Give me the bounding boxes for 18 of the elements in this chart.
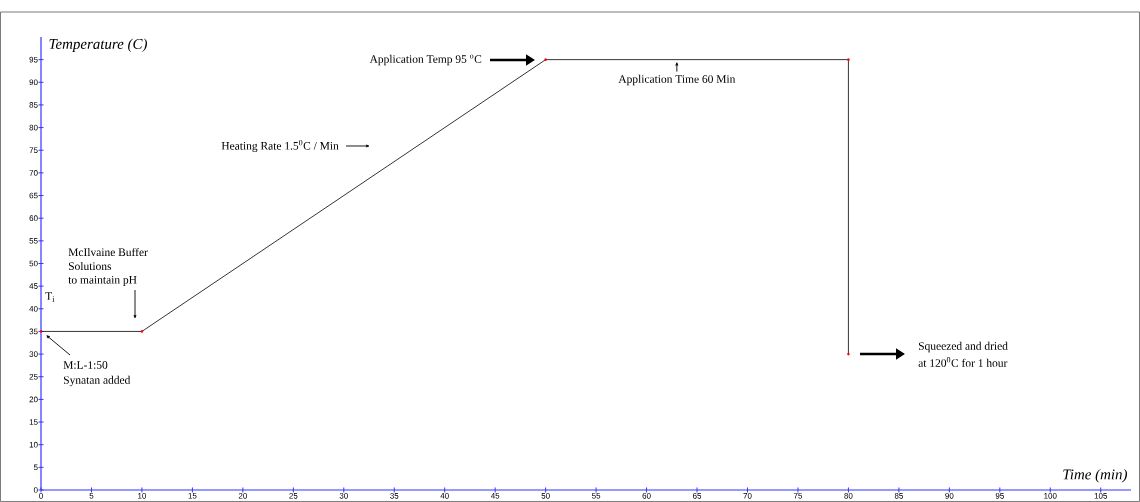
annotation: to maintain pH: [68, 275, 137, 286]
y-axis-title: Temperature (C): [49, 38, 147, 53]
x-axis-title: Time (min): [1063, 468, 1128, 483]
annotation: Synatan added: [63, 375, 131, 387]
annotation: Application Temp 95 $^{o}$C: [369, 54, 482, 66]
annotation: Application Time 60 Min: [618, 74, 736, 86]
annotation: M:L-1:50: [63, 361, 108, 369]
annotation: McIlvaine Buffer: [68, 247, 148, 257]
point: [140, 330, 144, 333]
annotation: Heating Rate 1.5$^{0}$C / Min: [221, 139, 339, 153]
annotation: T$_{i}$: [45, 292, 55, 302]
point: [847, 58, 850, 61]
point: [544, 58, 547, 61]
annotation: Solutions: [68, 261, 112, 271]
point: [847, 352, 850, 356]
annotation: Squeezed and dried: [918, 341, 1008, 353]
annotation: at 120$^{0}$C for 1 hour: [918, 357, 1008, 367]
point: [39, 330, 43, 333]
